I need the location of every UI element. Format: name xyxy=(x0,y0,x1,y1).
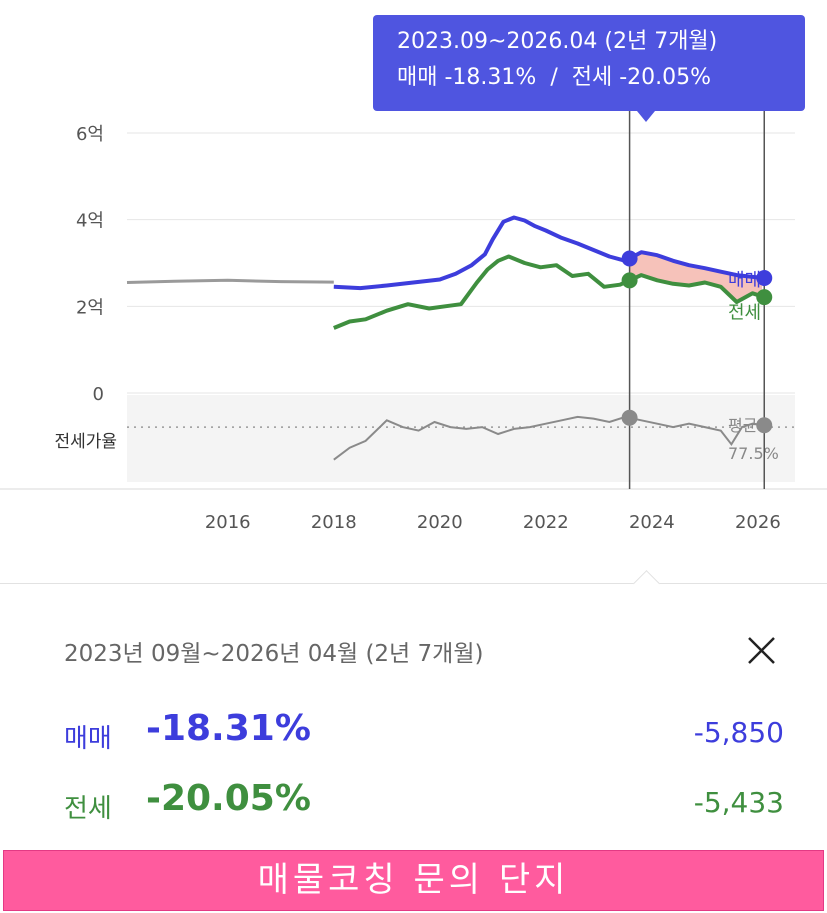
sale-marker xyxy=(756,270,773,287)
jeonse-label: 전세 xyxy=(64,794,112,824)
jeonse-ratio-line xyxy=(333,415,766,461)
jeonse-change-row: 전세 -20.05% -5,433 xyxy=(64,778,784,828)
decline-area xyxy=(629,252,763,302)
ratio-band xyxy=(127,395,795,482)
detail-period: 2023년 09월~2026년 04월 (2년 7개월) xyxy=(64,641,484,667)
y-tick-label: 0 xyxy=(93,384,104,405)
y-tick-label: 2억 xyxy=(76,297,104,318)
sale-label: 매매 xyxy=(64,724,112,754)
jeonse-marker xyxy=(621,272,638,289)
jeonse-ratio-label: 전세가율 xyxy=(54,432,117,452)
ratio-average-value: 77.5% xyxy=(728,444,779,463)
sale-end-label: 매매 xyxy=(728,270,761,291)
tooltip-sale-change: 매매 -18.31% xyxy=(397,65,537,90)
x-tick-label: 2016 xyxy=(205,512,251,533)
y-tick-label: 4억 xyxy=(76,211,104,232)
jeonse-marker xyxy=(756,289,773,306)
tooltip-jeonse-change: 전세 -20.05% xyxy=(571,65,712,90)
x-tick-label: 2018 xyxy=(311,512,357,533)
y-tick-label: 6억 xyxy=(76,124,104,145)
jeonse-amount: -5,433 xyxy=(693,786,784,819)
inquiry-button[interactable]: 매물코칭 문의 단지 xyxy=(3,850,824,911)
sale-line xyxy=(333,215,766,291)
panel-pointer xyxy=(633,570,660,597)
tooltip-changes: 매매 -18.31% / 전세 -20.05% xyxy=(397,59,805,97)
x-tick-label: 2026 xyxy=(735,512,781,533)
price-chart[interactable]: 6억 4억 2억 0 2016 2018 2020 2022 2024 2026 전세가율 평균 77.… xyxy=(0,0,827,560)
x-tick-label: 2024 xyxy=(629,512,675,533)
ratio-average-label: 평균 xyxy=(728,416,757,435)
early-price-line xyxy=(126,278,334,284)
panel-divider xyxy=(0,583,827,584)
jeonse-end-label: 전세 xyxy=(728,303,761,324)
jeonse-percent: -20.05% xyxy=(146,778,311,819)
sale-percent: -18.31% xyxy=(146,708,311,749)
close-icon xyxy=(748,637,775,664)
tooltip-period: 2023.09~2026.04 (2년 7개월) xyxy=(397,29,718,54)
x-tick-label: 2022 xyxy=(523,512,569,533)
ratio-marker xyxy=(756,417,773,434)
close-button[interactable] xyxy=(740,629,784,673)
x-tick-label: 2020 xyxy=(417,512,463,533)
tooltip-separator: / xyxy=(550,65,558,90)
range-tooltip: 2023.09~2026.04 (2년 7개월) 매매 -18.31% / 전세 -… xyxy=(373,15,805,122)
ratio-marker xyxy=(621,409,638,426)
sale-marker xyxy=(621,250,638,267)
sale-change-row: 매매 -18.31% -5,850 xyxy=(64,708,784,758)
sale-amount: -5,850 xyxy=(693,716,784,749)
jeonse-line xyxy=(333,254,767,330)
